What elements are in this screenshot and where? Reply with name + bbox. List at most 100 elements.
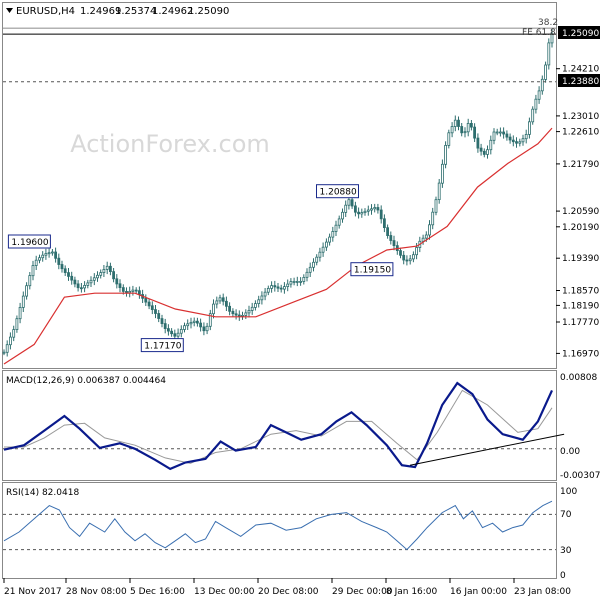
candle-body <box>547 42 551 66</box>
candle-body <box>289 281 293 285</box>
candle-body <box>170 330 174 335</box>
candle-body <box>463 131 467 134</box>
price-tick-label: 1.16970 <box>562 349 599 359</box>
candle-body <box>531 108 535 123</box>
candle-body <box>431 211 435 226</box>
candle-body <box>21 295 25 308</box>
low-value: 1.24962 <box>152 6 193 17</box>
candle-body <box>450 126 454 134</box>
candle-body <box>105 265 109 270</box>
price-axis: 1.24210 1.23010 1.21790 1.20590 1.19390 1.181… <box>556 65 599 359</box>
macd-trendline <box>409 433 565 466</box>
candle-body <box>350 199 354 207</box>
time-tick-label: 20 Dec 08:00 <box>258 587 319 597</box>
candle-body <box>382 218 386 229</box>
candle-body <box>137 290 141 295</box>
candle-body <box>121 287 125 292</box>
candle-body <box>508 136 512 141</box>
candle-body <box>440 163 444 184</box>
candle-body <box>328 236 332 243</box>
candle-body <box>444 144 448 165</box>
candle-body <box>502 131 506 135</box>
candle-body <box>128 290 132 294</box>
candle-body <box>18 306 22 320</box>
candle-body <box>357 211 361 215</box>
candle-body <box>408 258 412 262</box>
candle-body <box>157 313 161 319</box>
candle-body <box>218 297 222 302</box>
candle-body <box>215 300 219 305</box>
candle-body <box>166 328 170 332</box>
candle-body <box>476 137 480 149</box>
candle-body <box>466 123 470 133</box>
candle-body <box>486 149 489 155</box>
candle-body <box>63 268 67 273</box>
candle-body <box>54 251 57 259</box>
candle-body <box>83 284 86 289</box>
candle-body <box>479 147 483 152</box>
candle-body <box>102 269 106 273</box>
current-price-badge <box>558 26 600 39</box>
rsi-tick-0: 0 <box>560 571 566 581</box>
candle-body <box>534 98 538 110</box>
candle-body <box>447 132 451 146</box>
candle-body <box>376 207 380 211</box>
candle-body <box>521 138 525 143</box>
open-value: 1.24969 <box>80 6 121 17</box>
candle-body <box>80 287 83 290</box>
price-tick-label: 1.18570 <box>562 287 599 297</box>
annotation-box <box>140 338 184 353</box>
candle-body <box>399 250 402 256</box>
annotation-box <box>7 234 51 249</box>
candle-body <box>112 271 115 280</box>
candle-body <box>25 285 29 297</box>
candle-body <box>86 282 90 286</box>
candle-body <box>76 283 80 289</box>
candle-body <box>263 291 267 297</box>
candle-body <box>202 326 206 332</box>
candle-body <box>28 275 32 287</box>
dropdown-triangle-icon[interactable] <box>6 8 13 13</box>
candle-body <box>163 323 167 330</box>
candle-body <box>434 199 438 213</box>
candle-body <box>51 251 54 254</box>
candle-body <box>415 247 419 256</box>
candle-body <box>528 121 531 135</box>
candle-body <box>2 351 6 354</box>
candle-body <box>134 289 138 292</box>
price-tick-label: 1.17770 <box>562 318 599 328</box>
candle-body <box>370 208 373 211</box>
macd-tick-zero: 0.00 <box>560 447 580 457</box>
time-tick-label: 29 Dec 00:00 <box>332 587 393 597</box>
candle-body <box>295 280 299 283</box>
candle-body <box>292 280 296 283</box>
candle-body <box>253 303 257 308</box>
annotation-label: 1.20880 <box>320 188 357 198</box>
ma-line <box>3 127 553 365</box>
time-tick-label: 28 Nov 08:00 <box>66 587 127 597</box>
candle-body <box>347 199 351 206</box>
candle-body <box>57 257 61 265</box>
rsi-series-line <box>3 500 553 551</box>
price-panel <box>2 2 557 369</box>
candle-body <box>67 272 70 277</box>
candle-body <box>473 126 477 139</box>
candle-body <box>234 313 238 316</box>
candle-body <box>312 261 315 268</box>
candle-body <box>279 287 283 290</box>
annotations: 1.19600 1.17170 1.20880 1.19150 <box>7 184 394 353</box>
candle-body <box>524 133 528 140</box>
time-axis: 21 Nov 2017 28 Nov 08:00 5 Dec 16:00 13 Dec… <box>3 578 571 597</box>
macd-main-line <box>3 381 554 471</box>
time-tick-label: 13 Dec 00:00 <box>194 587 255 597</box>
candle-body <box>366 209 370 212</box>
candle-body <box>498 131 502 134</box>
candle-body <box>183 325 186 330</box>
candle-body <box>125 290 128 294</box>
candle-body <box>270 285 274 289</box>
macd-signal-line <box>4 389 553 464</box>
candle-body <box>31 265 35 277</box>
time-tick-label: 23 Jan 08:00 <box>514 587 571 597</box>
candle-body <box>8 336 12 346</box>
